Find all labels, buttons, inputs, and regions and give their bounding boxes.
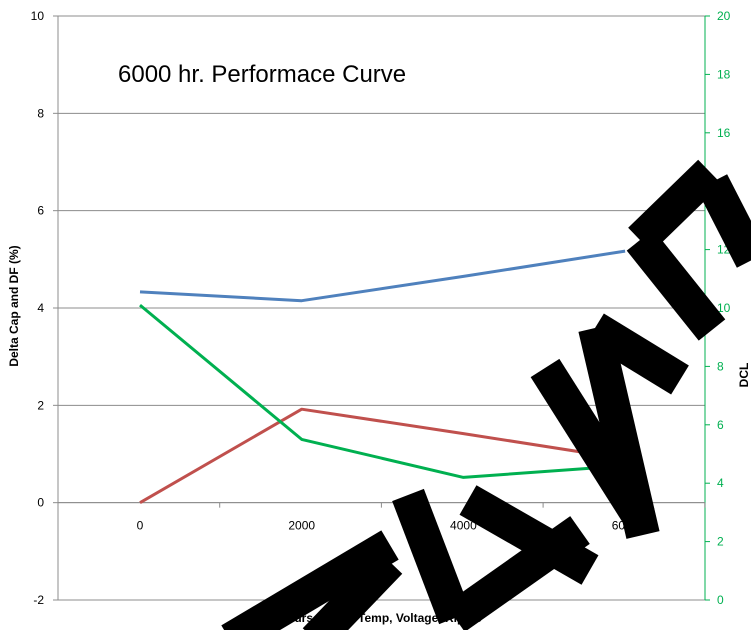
chart-title: 6000 hr. Performace Curve — [118, 61, 406, 88]
watermark-overlay — [221, 159, 751, 630]
watermark-stroke — [302, 550, 403, 630]
x-tick-label: 2000 — [288, 519, 315, 533]
series-lines — [139, 249, 626, 504]
watermark-stroke — [221, 530, 399, 630]
y2-tick-label: 6 — [717, 418, 724, 432]
y2-tick-label: 16 — [717, 126, 731, 140]
y2-tick-label: 4 — [717, 476, 724, 490]
y-tick-label: 8 — [37, 106, 44, 120]
y-tick-label: 2 — [37, 398, 44, 412]
watermark-stroke — [696, 174, 751, 268]
watermark-stroke — [392, 488, 471, 625]
y2-tick-label: 18 — [717, 67, 731, 81]
y-tick-label: 4 — [37, 301, 44, 315]
y-tick-label: 10 — [31, 9, 45, 23]
x-tick-label: 4000 — [450, 519, 477, 533]
gridlines — [58, 15, 705, 601]
y2-tick-label: 0 — [717, 593, 724, 607]
y2-tick-label: 8 — [717, 359, 724, 373]
series-line-1 — [139, 249, 626, 303]
y-tick-label: -2 — [33, 593, 44, 607]
y2-tick-label: 20 — [717, 9, 731, 23]
x-tick-label: 0 — [137, 519, 144, 533]
series-line-2 — [139, 407, 626, 504]
y-tick-label: 6 — [37, 204, 44, 218]
watermark-stroke — [578, 324, 660, 539]
watermark-stroke — [459, 485, 599, 585]
series-line-3 — [139, 303, 626, 479]
y-tick-label: 0 — [37, 496, 44, 510]
y2-tick-label: 2 — [717, 535, 724, 549]
watermark-stroke — [586, 313, 689, 395]
y2-tick-label: 10 — [717, 301, 731, 315]
watermark-stroke — [628, 159, 722, 253]
y-axis-label: Delta Cap and DF (%) — [7, 245, 21, 366]
y2-axis-label: DCL — [737, 363, 751, 388]
watermark-stroke — [626, 229, 726, 341]
